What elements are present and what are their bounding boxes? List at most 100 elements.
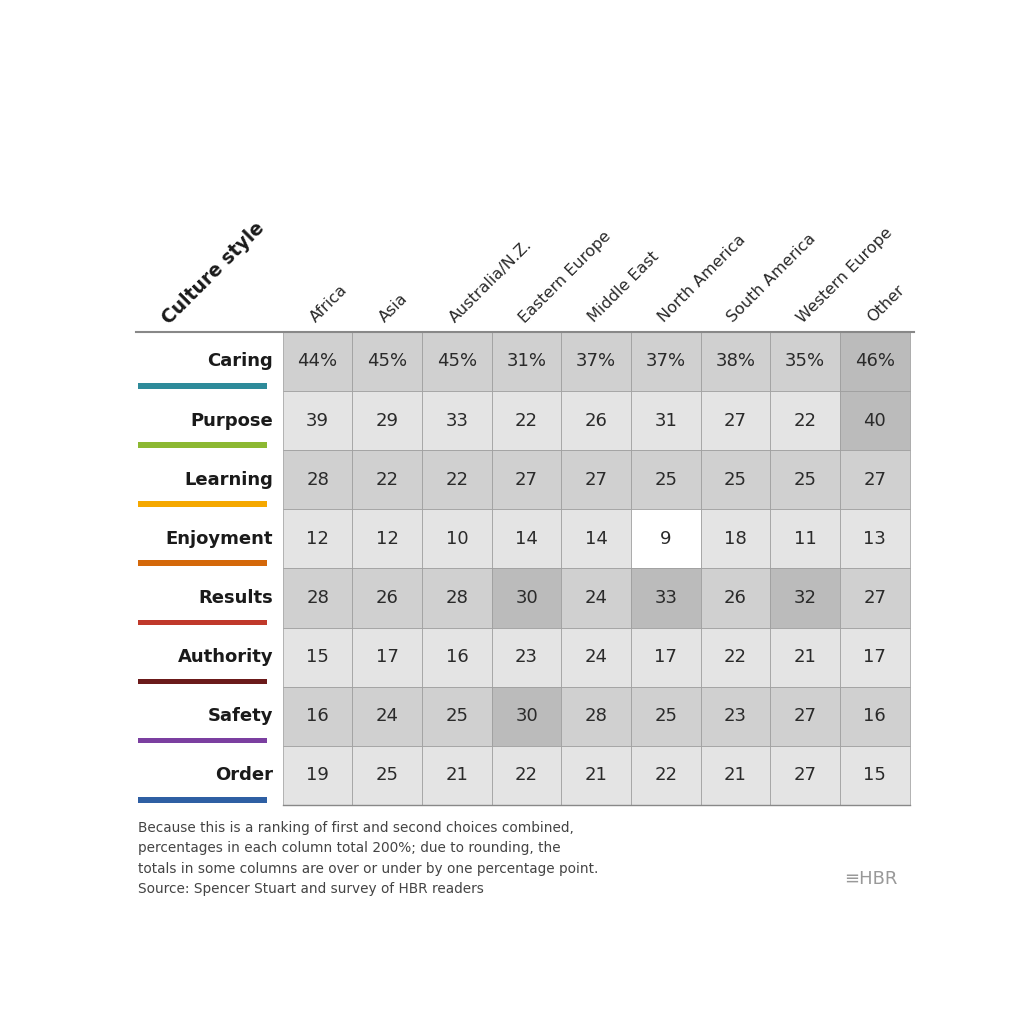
Bar: [137, 502, 267, 507]
Text: Other: Other: [864, 283, 907, 326]
Bar: [631, 509, 700, 568]
Bar: [137, 679, 267, 684]
Text: Caring: Caring: [208, 352, 273, 371]
Text: 32: 32: [794, 589, 817, 607]
Bar: [561, 745, 631, 805]
Bar: [283, 451, 352, 509]
Text: 21: 21: [445, 766, 468, 784]
Bar: [700, 509, 770, 568]
Bar: [422, 391, 492, 451]
Bar: [770, 509, 840, 568]
Text: 24: 24: [585, 589, 607, 607]
Text: 17: 17: [863, 648, 887, 666]
Bar: [700, 745, 770, 805]
Text: 28: 28: [585, 708, 607, 725]
Text: 27: 27: [794, 708, 817, 725]
Text: Results: Results: [199, 589, 273, 607]
Bar: [631, 391, 700, 451]
Bar: [631, 451, 700, 509]
Bar: [422, 509, 492, 568]
Bar: [561, 568, 631, 628]
Text: 27: 27: [724, 412, 748, 429]
Text: 16: 16: [306, 708, 329, 725]
Bar: [137, 738, 267, 743]
Bar: [492, 332, 561, 391]
Bar: [561, 332, 631, 391]
Text: 40: 40: [863, 412, 886, 429]
Text: 17: 17: [376, 648, 398, 666]
Bar: [283, 332, 352, 391]
Bar: [561, 451, 631, 509]
Bar: [283, 568, 352, 628]
Text: 24: 24: [376, 708, 398, 725]
Text: Culture style: Culture style: [159, 218, 268, 328]
Bar: [492, 509, 561, 568]
Text: 33: 33: [654, 589, 678, 607]
Text: 22: 22: [724, 648, 748, 666]
Bar: [561, 391, 631, 451]
Text: 22: 22: [376, 471, 398, 488]
Bar: [700, 687, 770, 745]
Text: 27: 27: [863, 471, 887, 488]
Text: 30: 30: [515, 589, 538, 607]
Text: 22: 22: [515, 766, 538, 784]
Text: 23: 23: [724, 708, 748, 725]
Text: Western Europe: Western Europe: [795, 224, 896, 326]
Bar: [422, 332, 492, 391]
Bar: [422, 745, 492, 805]
Bar: [840, 687, 909, 745]
Text: 16: 16: [863, 708, 886, 725]
Text: 45%: 45%: [368, 352, 408, 371]
Bar: [840, 451, 909, 509]
Text: Authority: Authority: [177, 648, 273, 666]
Text: 11: 11: [794, 529, 816, 548]
Bar: [137, 560, 267, 566]
Text: 15: 15: [863, 766, 887, 784]
Bar: [631, 332, 700, 391]
Text: Purpose: Purpose: [190, 412, 273, 429]
Text: 25: 25: [724, 471, 748, 488]
Bar: [840, 509, 909, 568]
Bar: [492, 391, 561, 451]
Bar: [700, 391, 770, 451]
Text: North America: North America: [655, 232, 749, 326]
Bar: [492, 687, 561, 745]
Text: 13: 13: [863, 529, 887, 548]
Text: 26: 26: [376, 589, 398, 607]
Text: 33: 33: [445, 412, 468, 429]
Bar: [561, 628, 631, 687]
Text: 35%: 35%: [785, 352, 825, 371]
Bar: [631, 628, 700, 687]
Bar: [352, 391, 422, 451]
Text: Enjoyment: Enjoyment: [166, 529, 273, 548]
Bar: [283, 391, 352, 451]
Bar: [283, 687, 352, 745]
Text: 25: 25: [654, 708, 678, 725]
Text: 27: 27: [794, 766, 817, 784]
Text: 27: 27: [863, 589, 887, 607]
Bar: [422, 451, 492, 509]
Bar: [283, 509, 352, 568]
Bar: [561, 509, 631, 568]
Text: 25: 25: [445, 708, 468, 725]
Bar: [422, 568, 492, 628]
Text: 22: 22: [794, 412, 817, 429]
Text: 12: 12: [306, 529, 329, 548]
Text: 26: 26: [724, 589, 746, 607]
Text: 44%: 44%: [298, 352, 338, 371]
Bar: [770, 687, 840, 745]
Bar: [770, 568, 840, 628]
Text: Learning: Learning: [184, 471, 273, 488]
Text: 28: 28: [306, 589, 329, 607]
Bar: [631, 568, 700, 628]
Bar: [492, 568, 561, 628]
Text: Africa: Africa: [307, 283, 350, 326]
Text: 19: 19: [306, 766, 329, 784]
Text: 23: 23: [515, 648, 538, 666]
Text: Middle East: Middle East: [586, 249, 662, 326]
Bar: [137, 797, 267, 803]
Text: 21: 21: [794, 648, 817, 666]
Text: 24: 24: [585, 648, 607, 666]
Text: 25: 25: [376, 766, 398, 784]
Text: 27: 27: [515, 471, 538, 488]
